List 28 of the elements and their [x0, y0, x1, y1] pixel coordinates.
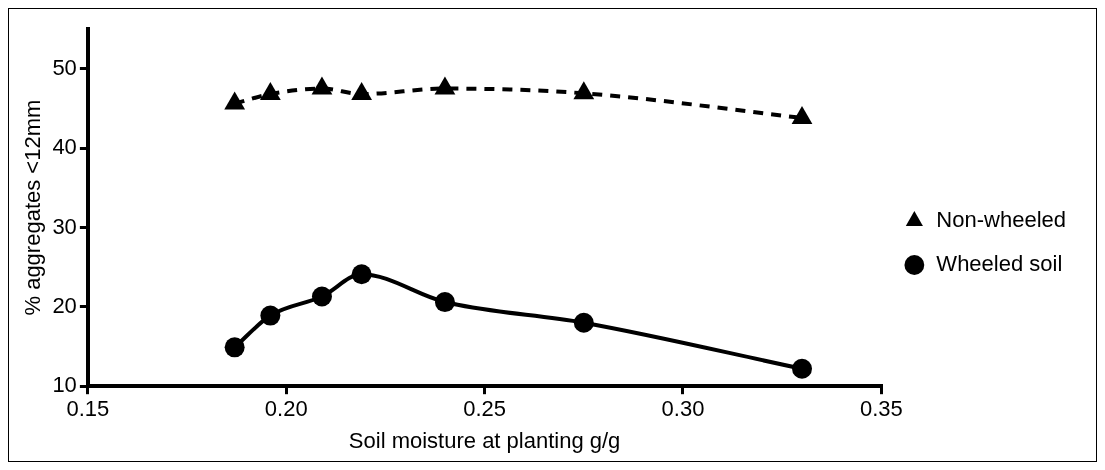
point	[791, 105, 813, 124]
x-tick-label: 0.30	[661, 396, 705, 422]
point	[351, 264, 372, 285]
point	[573, 312, 594, 333]
point	[311, 286, 332, 307]
x-tick-label: 0.25	[463, 396, 507, 422]
y-tick-label: 50	[52, 54, 77, 80]
point	[224, 337, 245, 358]
point	[434, 76, 456, 95]
x-axis-title: Soil moisture at planting g/g	[348, 427, 621, 453]
point	[573, 81, 595, 100]
point	[224, 91, 246, 110]
point	[259, 82, 281, 101]
point	[434, 292, 455, 313]
legend-label: Non-wheeled	[936, 207, 1066, 233]
point	[260, 305, 281, 326]
x-tick-label: 0.20	[264, 396, 308, 422]
x-tick-label: 0.35	[859, 396, 903, 422]
point	[311, 76, 333, 95]
y-tick-label: 10	[52, 372, 77, 398]
x-tick-label: 0.15	[66, 396, 110, 422]
y-axis-title: % aggregates <12mm	[20, 99, 46, 316]
legend-label: Wheeled soil	[936, 251, 1063, 277]
y-tick-label: 40	[52, 134, 77, 160]
point	[351, 82, 373, 101]
point	[792, 358, 813, 379]
y-tick-label: 20	[52, 292, 77, 318]
y-tick-label: 30	[52, 213, 77, 239]
